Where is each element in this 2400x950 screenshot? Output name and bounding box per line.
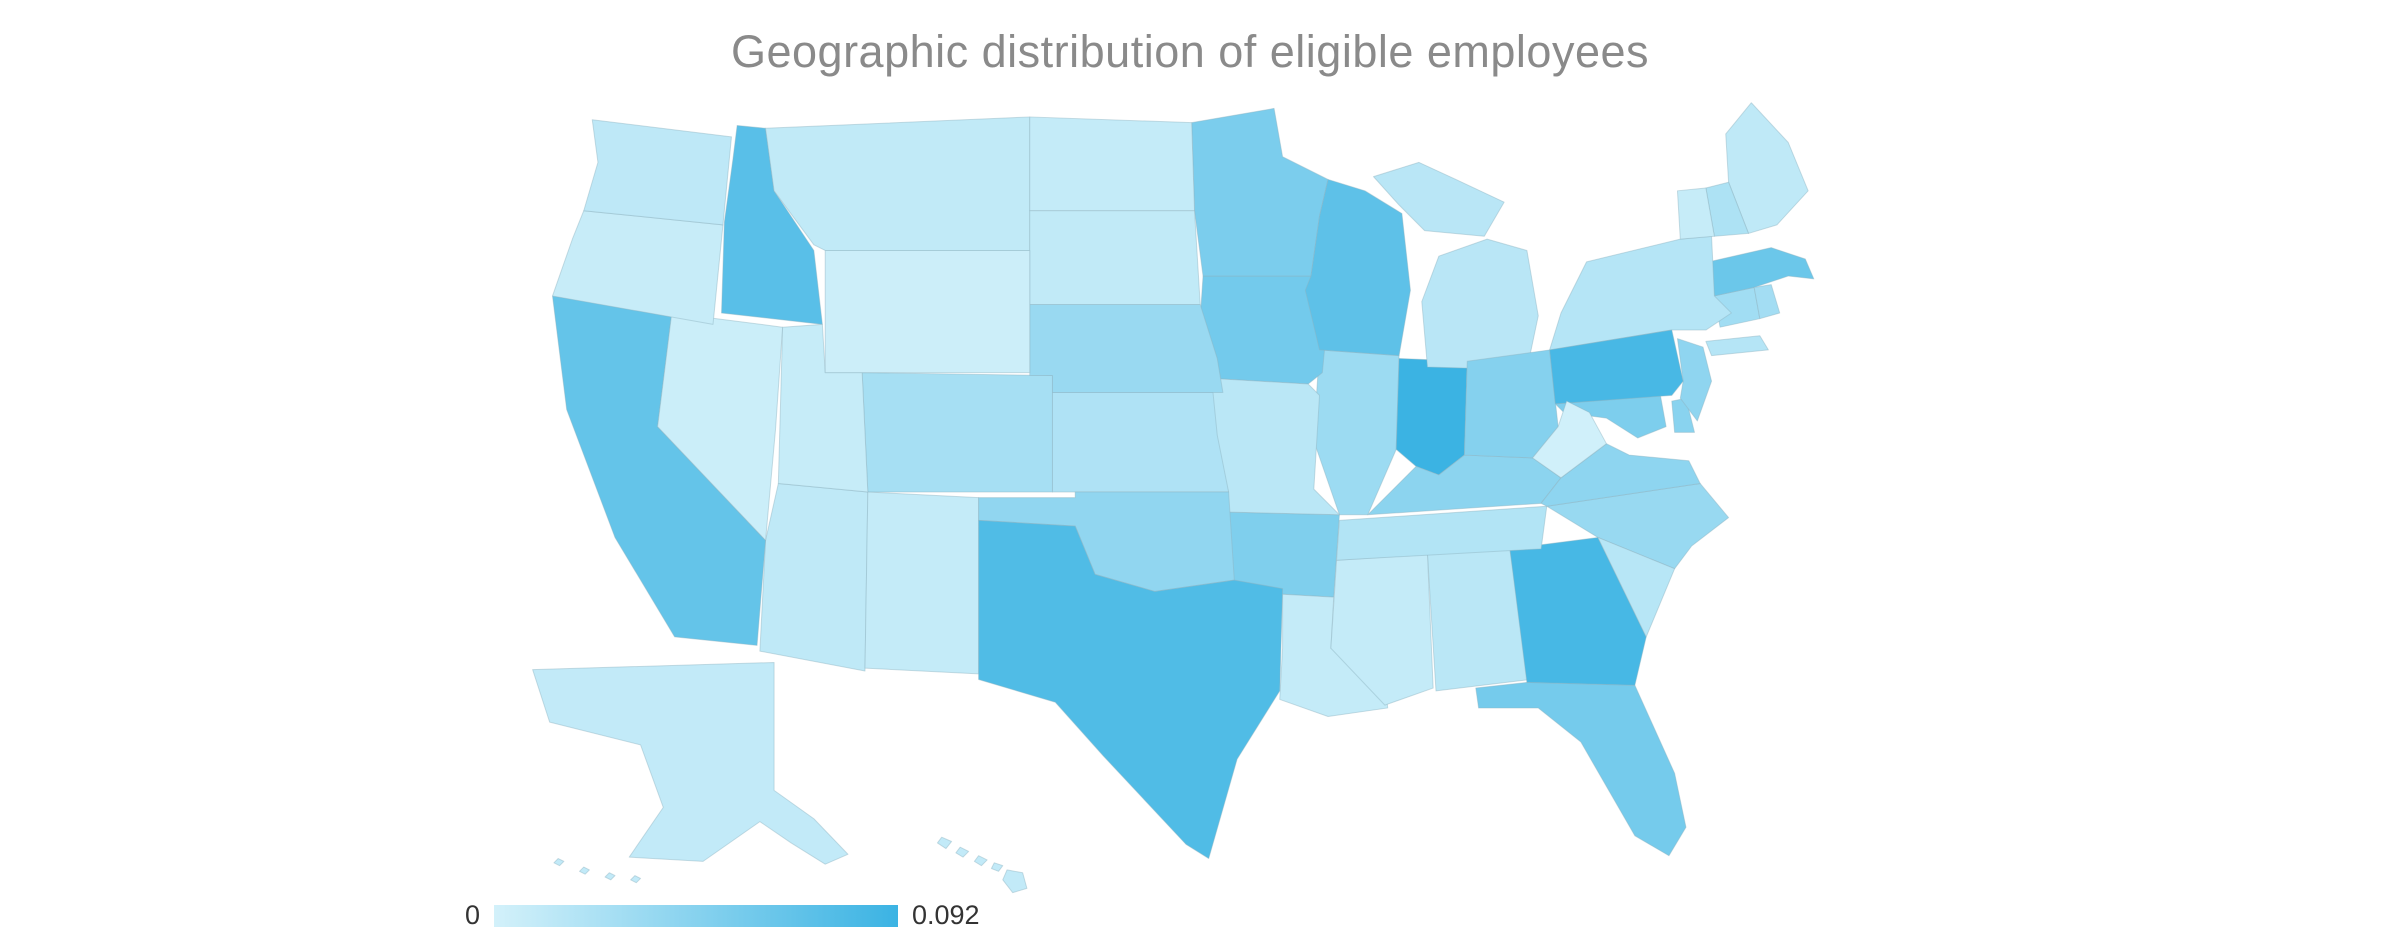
state-wa[interactable]: Washington: 0.013 xyxy=(583,119,732,226)
colorbar-gradient xyxy=(494,905,898,927)
state-wy[interactable]: Wyoming: 0.004 xyxy=(824,249,1031,374)
state-la[interactable]: Louisiana: 0.009 xyxy=(1279,593,1389,717)
state-wv[interactable]: West Virginia: 0.002 xyxy=(1532,400,1607,479)
state-ks[interactable]: Kansas: 0.022 xyxy=(1051,392,1230,493)
colorbar-min-label: 0 xyxy=(464,900,480,930)
state-ma[interactable]: Massachusetts: 0.063 xyxy=(1708,247,1815,297)
state-mo[interactable]: Missouri: 0.015 xyxy=(1211,377,1340,516)
us-choropleth-map: Alabama: 0.015Alaska: 0.01Alaska: 0.01Al… xyxy=(532,102,1815,894)
state-ak[interactable]: Alaska: 0.01 xyxy=(532,661,849,865)
state-sd[interactable]: South Dakota: 0.011 xyxy=(1029,210,1201,305)
state-ak[interactable]: Alaska: 0.01 xyxy=(630,875,642,884)
state-in[interactable]: Indiana: 0.092 xyxy=(1395,357,1468,476)
state-ky[interactable]: Kentucky: 0.043 xyxy=(1367,454,1562,516)
state-ca[interactable]: California: 0.067 xyxy=(552,295,767,646)
state-ga[interactable]: Georgia: 0.085 xyxy=(1509,536,1647,686)
state-or[interactable]: Oregon: 0.007 xyxy=(552,210,724,325)
state-ak[interactable]: Alaska: 0.01 xyxy=(578,866,590,875)
state-hi[interactable]: Hawaii: 0.01 xyxy=(990,862,1004,872)
state-hi[interactable]: Hawaii: 0.01 xyxy=(973,855,988,867)
state-mi[interactable]: Michigan: 0.016 xyxy=(1372,161,1505,237)
state-oh[interactable]: Ohio: 0.047 xyxy=(1463,349,1559,459)
state-il[interactable]: Illinois: 0.033 xyxy=(1313,349,1400,516)
state-ny[interactable]: New York: 0.018 xyxy=(1549,235,1732,351)
state-ri[interactable]: Rhode Island: 0.029 xyxy=(1753,284,1781,320)
state-va[interactable]: Virginia: 0.042 xyxy=(1540,443,1701,507)
state-hi[interactable]: Hawaii: 0.01 xyxy=(936,836,953,850)
state-mi[interactable]: Michigan: 0.016 xyxy=(1421,238,1539,371)
state-mn[interactable]: Minnesota: 0.053 xyxy=(1191,107,1329,277)
state-nv[interactable]: Nevada: 0.005 xyxy=(657,312,784,541)
state-nh[interactable]: New Hampshire: 0.023 xyxy=(1705,181,1749,237)
colorbar-max-label: 0.092 xyxy=(912,900,980,930)
state-me[interactable]: Maine: 0.012 xyxy=(1725,102,1809,234)
state-sc[interactable]: South Carolina: 0.017 xyxy=(1597,536,1676,638)
states-layer: Alabama: 0.015Alaska: 0.01Alaska: 0.01Al… xyxy=(532,102,1815,894)
state-hi[interactable]: Hawaii: 0.01 xyxy=(955,846,970,858)
state-pa[interactable]: Pennsylvania: 0.084 xyxy=(1549,329,1684,405)
state-tx[interactable]: Texas: 0.079 xyxy=(978,519,1284,860)
state-ne[interactable]: Nebraska: 0.035 xyxy=(1029,303,1224,394)
state-nm[interactable]: New Mexico: 0.009 xyxy=(864,491,980,675)
state-wi[interactable]: Wisconsin: 0.071 xyxy=(1304,178,1411,357)
state-ak[interactable]: Alaska: 0.01 xyxy=(553,858,565,867)
state-hi[interactable]: Hawaii: 0.01 xyxy=(1002,869,1028,894)
chart-title: Geographic distribution of eligible empl… xyxy=(730,26,1650,77)
state-az[interactable]: Arizona: 0.012 xyxy=(759,482,869,672)
state-vt[interactable]: Vermont: 0.008 xyxy=(1676,187,1715,240)
state-tn[interactable]: Tennessee: 0.02 xyxy=(1336,505,1548,561)
state-co[interactable]: Colorado: 0.027 xyxy=(861,372,1053,493)
state-ny[interactable]: New York: 0.018 xyxy=(1705,335,1769,357)
state-fl[interactable]: Florida: 0.057 xyxy=(1475,681,1687,857)
state-ak[interactable]: Alaska: 0.01 xyxy=(604,872,616,881)
state-nd[interactable]: North Dakota: 0.009 xyxy=(1029,116,1196,212)
state-mt[interactable]: Montana: 0.011 xyxy=(765,116,1031,251)
